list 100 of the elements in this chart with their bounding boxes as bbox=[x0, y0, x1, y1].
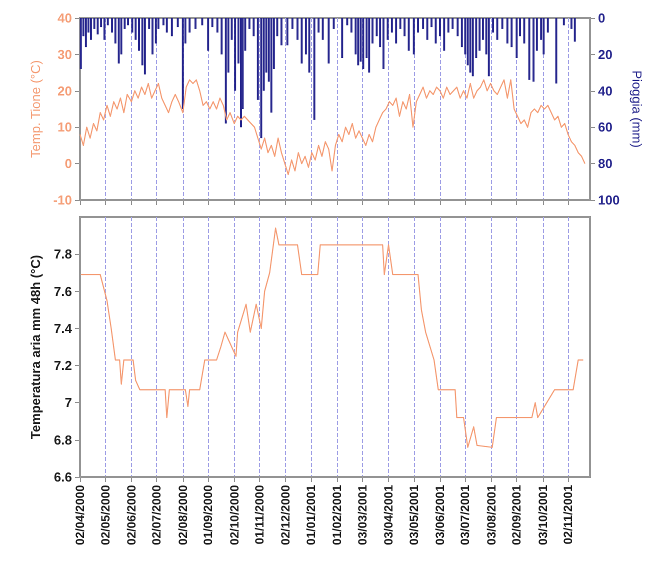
x-tick-label: 03/05/2001 bbox=[406, 484, 421, 546]
x-tick-label: 02/11/2001 bbox=[561, 484, 576, 544]
y-tick-label: 7.8 bbox=[54, 246, 72, 262]
y2-tick-label: 60 bbox=[598, 120, 612, 135]
bar bbox=[532, 18, 535, 82]
bar bbox=[555, 18, 558, 84]
bar bbox=[438, 18, 441, 36]
bar bbox=[357, 18, 360, 66]
x-tick-label: 02/09/2001 bbox=[510, 484, 524, 546]
bar bbox=[443, 18, 446, 51]
bar bbox=[488, 18, 490, 76]
bar bbox=[350, 18, 352, 33]
bar bbox=[308, 18, 310, 73]
bar bbox=[430, 18, 433, 28]
bar bbox=[408, 18, 410, 51]
bar bbox=[318, 18, 320, 33]
y2-tick-label: 80 bbox=[598, 156, 612, 172]
bar bbox=[201, 18, 204, 26]
y-tick-label: 20 bbox=[58, 83, 72, 98]
bar bbox=[390, 18, 393, 33]
x-tick-label: 03/04/2001 bbox=[382, 484, 396, 546]
bar bbox=[501, 18, 504, 29]
bar bbox=[382, 18, 384, 69]
x-tick-label: 03/10/2001 bbox=[536, 484, 550, 546]
x-tick-label: 02/07/2000 bbox=[150, 484, 164, 546]
x-tick-label: 01/01/2001 bbox=[304, 484, 318, 546]
bar bbox=[252, 18, 255, 36]
bar bbox=[506, 18, 508, 44]
x-tick-label: 03/03/2001 bbox=[355, 484, 370, 546]
bar bbox=[426, 18, 428, 40]
y2-tick-label: 20 bbox=[598, 46, 612, 62]
bar bbox=[386, 18, 389, 40]
x-tick-label: 02/12/2000 bbox=[278, 484, 293, 546]
bar bbox=[434, 18, 437, 44]
bar bbox=[90, 18, 92, 40]
y-tick-label: 7.2 bbox=[54, 358, 72, 374]
bar bbox=[286, 18, 288, 46]
y-tick-label: 6.8 bbox=[54, 432, 72, 448]
bar bbox=[207, 18, 210, 51]
line-series bbox=[79, 79, 586, 176]
x-tick-label: 02/10/2000 bbox=[227, 484, 242, 546]
bar bbox=[516, 18, 518, 58]
bar bbox=[216, 18, 218, 33]
bar bbox=[296, 18, 298, 40]
bar bbox=[542, 18, 545, 54]
bar bbox=[144, 18, 146, 74]
bar bbox=[182, 18, 184, 109]
y-tick-label: 40 bbox=[58, 10, 72, 26]
bar bbox=[399, 18, 402, 29]
y-tick-label: 30 bbox=[58, 46, 72, 62]
bar bbox=[211, 18, 214, 28]
x-tick-label: 02/06/2000 bbox=[124, 484, 138, 546]
bar bbox=[422, 18, 424, 29]
y-tick-label: 7.6 bbox=[54, 284, 72, 299]
bar bbox=[322, 18, 324, 40]
y2-tick-label: 40 bbox=[598, 83, 612, 98]
bar bbox=[166, 18, 168, 33]
x-tick-label: 03/07/2001 bbox=[458, 484, 472, 546]
bar bbox=[80, 18, 82, 69]
y2-axis-title: Pioggia (mm) bbox=[630, 70, 645, 148]
bar bbox=[332, 18, 335, 29]
bar bbox=[280, 18, 282, 46]
y-tick-label: 6.6 bbox=[54, 470, 72, 484]
bar bbox=[523, 18, 526, 44]
bar bbox=[170, 18, 173, 36]
bar bbox=[447, 18, 450, 33]
bar bbox=[417, 18, 420, 33]
y-axis-title: Temp. Tione (°C) bbox=[28, 60, 43, 158]
bar bbox=[346, 18, 348, 26]
bar bbox=[341, 18, 344, 58]
bar bbox=[510, 18, 513, 48]
bar bbox=[103, 18, 106, 40]
y-tick-label: 7 bbox=[64, 395, 72, 410]
bar bbox=[194, 18, 196, 29]
bar bbox=[260, 18, 262, 138]
x-tick-label: 02/08/2000 bbox=[176, 484, 190, 546]
bar bbox=[220, 18, 223, 54]
x-tick-label: 02/04/2000 bbox=[73, 484, 87, 546]
bar bbox=[291, 18, 294, 29]
bar bbox=[404, 18, 406, 36]
bar bbox=[127, 18, 130, 26]
y2-tick-label: 0 bbox=[598, 10, 606, 26]
bar bbox=[270, 18, 272, 113]
bar bbox=[528, 18, 530, 80]
bar bbox=[546, 18, 549, 33]
x-tick-label: 01/11/2000 bbox=[252, 484, 267, 544]
bar bbox=[496, 18, 498, 40]
bar bbox=[412, 18, 415, 54]
bar bbox=[562, 18, 565, 26]
bar bbox=[574, 18, 576, 42]
bar bbox=[248, 18, 250, 29]
bar bbox=[368, 18, 370, 73]
y-tick-label: -10 bbox=[53, 192, 72, 208]
bar bbox=[151, 18, 154, 54]
bar bbox=[188, 18, 191, 33]
bar bbox=[300, 18, 303, 64]
bar bbox=[362, 18, 364, 69]
bar bbox=[328, 18, 330, 64]
x-tick-label: 01/02/2001 bbox=[330, 484, 344, 546]
bar bbox=[313, 18, 316, 120]
